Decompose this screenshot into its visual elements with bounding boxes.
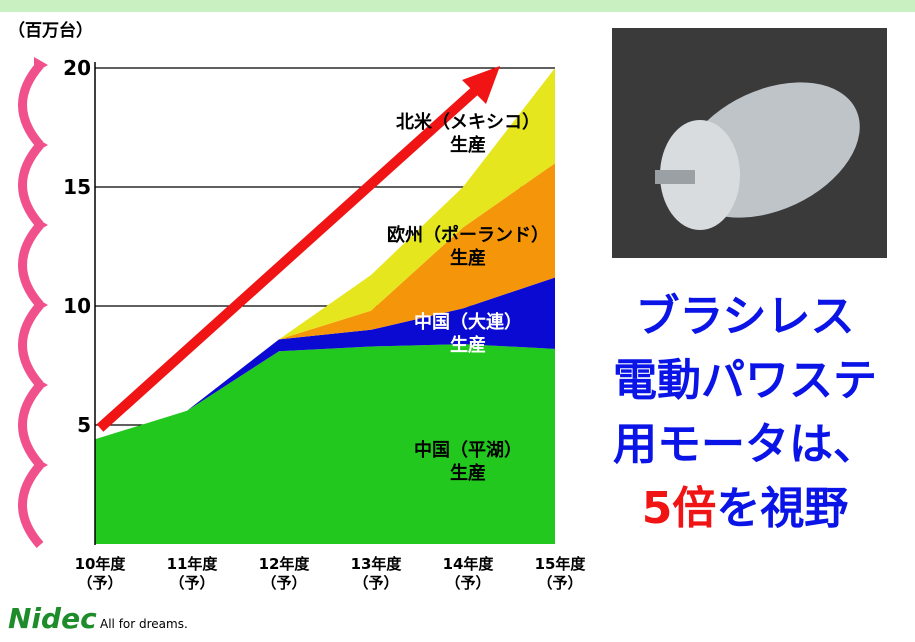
headline-line: 用モータは、 [613, 419, 877, 470]
y-tick-label: 15 [63, 175, 91, 199]
series-label: 北米（メキシコ） 生産 [396, 112, 540, 156]
logo-brand: Nidec [8, 602, 97, 635]
area [95, 277, 555, 440]
y-tick-label: 5 [77, 413, 91, 437]
headline-highlight: 5倍 [641, 483, 717, 534]
x-tick-label: 11年度 （予） [166, 555, 218, 592]
x-tick-label: 15年度 （予） [534, 555, 586, 592]
x-tick-label: 14年度 （予） [442, 555, 494, 592]
x-tick-label: 12年度 （予） [258, 555, 310, 592]
curved-arrow-heads [34, 57, 48, 473]
headline-line: ブラシレス [635, 291, 855, 342]
headline-line: 電動パワステ [613, 355, 877, 406]
headline-rest: を視野 [716, 483, 849, 534]
curved-arrows [18, 62, 44, 548]
trend-arrow [96, 84, 482, 432]
area [95, 344, 555, 544]
x-tick-label: 10年度 （予） [74, 555, 126, 592]
top-band [0, 0, 915, 12]
logo-slogan: All for dreams. [100, 617, 188, 631]
y-tick-label: 20 [63, 56, 91, 80]
series-label: 欧州（ポーランド） 生産 [387, 225, 549, 269]
y-axis-title: （百万台） [8, 20, 93, 41]
trend-arrow-head [462, 66, 500, 104]
x-tick-label: 13年度 （予） [350, 555, 402, 592]
area [95, 163, 555, 440]
headline-line: 5倍を視野 [585, 477, 905, 541]
product-photo [612, 28, 887, 258]
y-tick-label: 10 [63, 294, 91, 318]
series-label: 中国（大連） 生産 [414, 312, 522, 356]
series-label: 中国（平湖） 生産 [414, 440, 522, 484]
headline: ブラシレス 電動パワステ 用モータは、 5倍を視野 [585, 285, 905, 541]
